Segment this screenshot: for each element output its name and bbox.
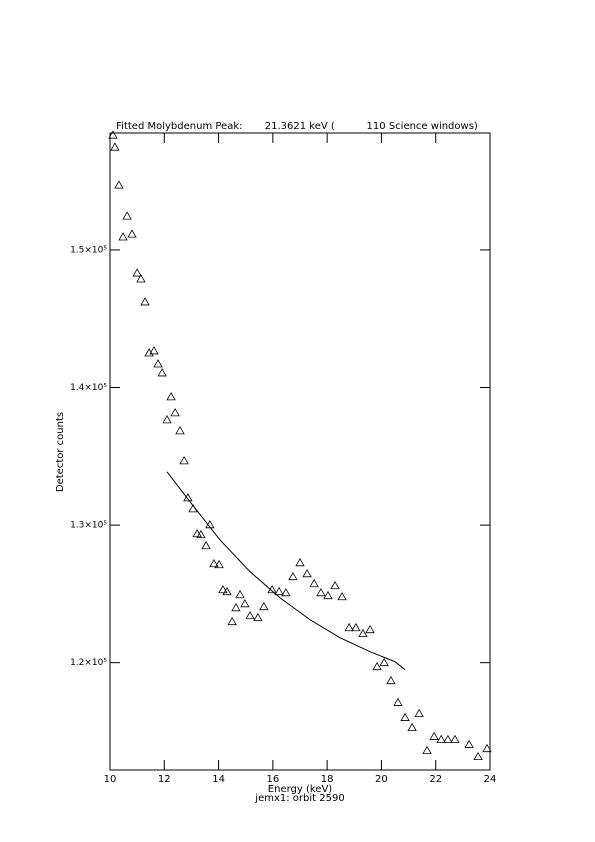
data-point — [227, 616, 237, 626]
data-point — [344, 622, 354, 632]
data-point — [222, 586, 232, 596]
fit-line — [166, 471, 406, 671]
data-point — [153, 359, 163, 368]
subtitle: jemx1: orbit 2590 — [254, 793, 344, 804]
data-point — [393, 697, 403, 706]
data-point — [183, 493, 193, 502]
data-point — [400, 712, 410, 721]
data-point — [436, 734, 446, 743]
data-point — [274, 586, 284, 596]
data-point — [316, 587, 326, 597]
data-point — [231, 602, 241, 612]
data-point — [295, 557, 305, 567]
data-point — [337, 591, 347, 601]
data-point — [196, 529, 206, 539]
data-point — [443, 734, 453, 743]
data-point — [108, 130, 118, 139]
data-point — [482, 743, 492, 753]
x-axis-label: Energy (keV) — [268, 784, 333, 795]
data-point — [372, 661, 382, 671]
x-tick-label: 20 — [375, 774, 388, 785]
data-point — [132, 268, 142, 277]
x-tick-label: 12 — [158, 774, 171, 785]
data-point — [201, 540, 211, 550]
data-point — [245, 610, 255, 620]
x-tick-label: 14 — [212, 774, 225, 785]
data-point — [351, 622, 361, 632]
data-point — [122, 211, 132, 220]
data-point — [288, 571, 298, 581]
data-point — [209, 558, 219, 568]
data-point — [309, 578, 319, 588]
chart-title: Fitted Molybdenum Peak: 21.3621 keV ( 11… — [116, 121, 478, 132]
data-point — [429, 731, 439, 740]
plot-frame — [109, 132, 491, 771]
data-point — [235, 589, 245, 599]
data-point — [281, 587, 291, 597]
data-point — [358, 628, 368, 638]
data-point — [157, 368, 167, 377]
data-point — [259, 601, 269, 611]
y-axis-label: Detector counts — [55, 412, 66, 492]
data-point — [175, 426, 185, 435]
data-point — [218, 584, 228, 594]
data-point — [179, 456, 189, 465]
data-point — [114, 180, 124, 189]
data-point — [450, 734, 460, 743]
data-point — [386, 675, 396, 685]
data-point — [110, 142, 120, 151]
data-point — [140, 297, 150, 306]
data-point — [214, 559, 224, 569]
data-point — [407, 722, 417, 732]
x-tick-label: 10 — [104, 774, 117, 785]
data-point — [330, 580, 340, 590]
data-point — [127, 229, 137, 238]
data-point — [464, 739, 474, 748]
data-point — [323, 590, 333, 600]
x-tick-label: 16 — [266, 774, 279, 785]
x-tick-label: 22 — [429, 774, 442, 785]
data-point — [149, 346, 159, 355]
y-tick-label: 1.2×10⁵ — [70, 658, 107, 668]
data-point — [166, 392, 176, 401]
data-point — [414, 708, 424, 717]
data-point — [365, 624, 375, 634]
data-point — [379, 657, 389, 667]
data-point — [422, 745, 432, 755]
y-tick-label: 1.4×10⁵ — [70, 383, 107, 393]
y-tick-label: 1.3×10⁵ — [70, 521, 107, 531]
x-tick-label: 18 — [321, 774, 334, 785]
data-point — [302, 569, 312, 578]
data-point — [136, 274, 146, 283]
data-point — [170, 408, 180, 417]
data-point — [118, 232, 128, 241]
data-point — [240, 598, 250, 608]
x-tick-label: 24 — [484, 774, 497, 785]
data-point — [253, 612, 263, 622]
y-tick-label: 1.5×10⁵ — [70, 245, 107, 255]
data-point — [162, 415, 172, 424]
data-point — [473, 751, 483, 761]
